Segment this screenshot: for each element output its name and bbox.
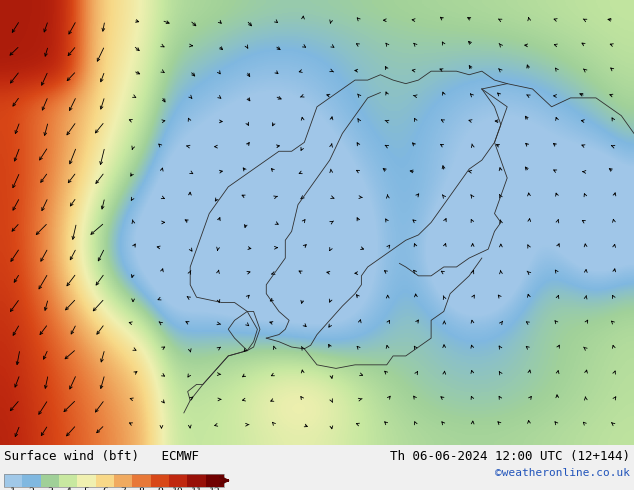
Bar: [133, 474, 151, 487]
Text: Th 06-06-2024 12:00 UTC (12+144): Th 06-06-2024 12:00 UTC (12+144): [390, 450, 630, 463]
Bar: [22, 474, 41, 487]
Text: 10: 10: [172, 488, 184, 490]
Text: 5: 5: [84, 488, 89, 490]
Bar: [77, 474, 96, 487]
Text: 2: 2: [29, 488, 34, 490]
Text: Surface wind (bft)   ECMWF: Surface wind (bft) ECMWF: [4, 450, 199, 463]
Bar: [41, 474, 59, 487]
Bar: [205, 474, 224, 487]
Text: 11: 11: [191, 488, 202, 490]
Bar: [151, 474, 169, 487]
Text: 7: 7: [120, 488, 126, 490]
Bar: [4, 474, 224, 487]
Bar: [96, 474, 114, 487]
Text: 9: 9: [157, 488, 163, 490]
Bar: [187, 474, 205, 487]
Text: ©weatheronline.co.uk: ©weatheronline.co.uk: [495, 468, 630, 478]
Bar: [59, 474, 77, 487]
Bar: [114, 474, 133, 487]
Bar: [4, 474, 22, 487]
Text: 1: 1: [10, 488, 16, 490]
Text: 8: 8: [139, 488, 145, 490]
Bar: [169, 474, 187, 487]
Text: 12: 12: [209, 488, 221, 490]
Text: 6: 6: [102, 488, 108, 490]
Text: 4: 4: [65, 488, 71, 490]
Text: 3: 3: [47, 488, 53, 490]
